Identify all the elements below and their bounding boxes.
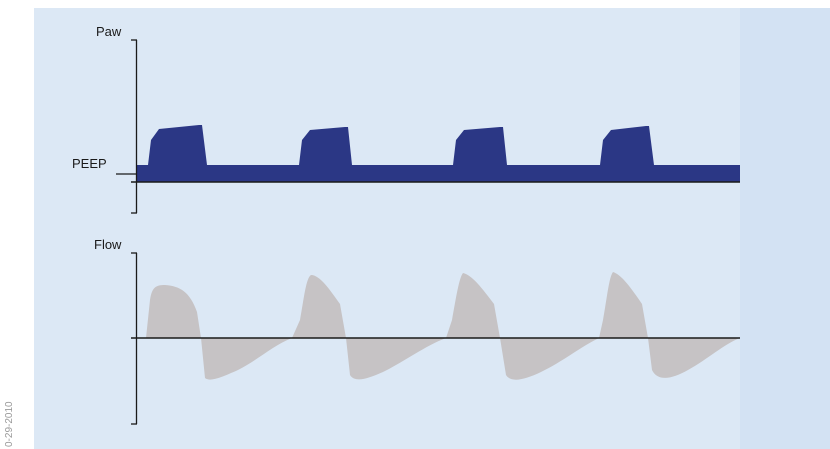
peep-label: PEEP [72, 156, 107, 171]
flow-axis [131, 252, 740, 425]
paw-waveform [137, 125, 740, 182]
side-code-label: 0-29-2010 [4, 401, 15, 447]
paw-label: Paw [96, 24, 122, 39]
paw-axis [116, 39, 740, 214]
flow-label: Flow [94, 237, 122, 252]
panel-inner [34, 8, 740, 449]
flow-waveform [146, 272, 740, 380]
